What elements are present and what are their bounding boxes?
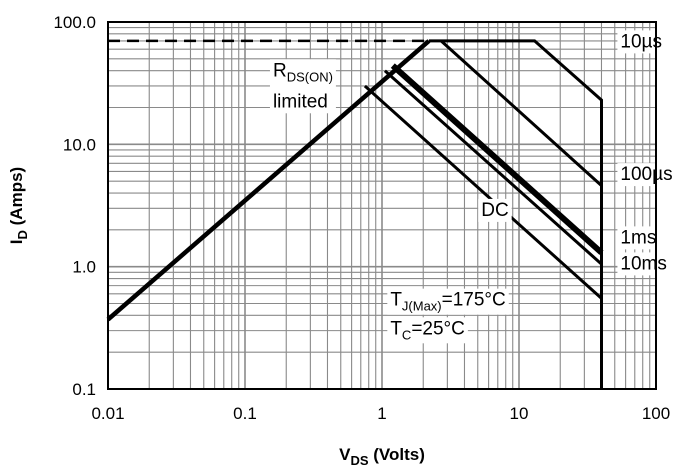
series-lines (106, 39, 604, 389)
series-line-10ms (383, 69, 603, 266)
annotation-subscript: J(Max) (402, 299, 442, 314)
annotation-main: R (273, 60, 287, 81)
annotation-dc: DC (478, 198, 512, 222)
x-tick-label: 1 (377, 404, 386, 423)
annotation-text-dc: DC (481, 200, 508, 221)
label-background (269, 59, 336, 114)
series-line-dc (363, 84, 603, 300)
annotation-text-10ms: 10ms (620, 253, 666, 274)
annotation-text-10us: 10µs (620, 31, 662, 52)
annotation-subscript: DS(ON) (287, 69, 333, 84)
y-axis-title: ID (Amps) (7, 167, 30, 244)
annotation-1ms: 1ms (617, 226, 660, 250)
series-line-1ms (390, 63, 604, 255)
annotation-subscript: C (402, 327, 411, 342)
y-tick-label: 1.0 (72, 258, 96, 277)
annotation-text-rds: RDS(ON) limited (273, 60, 333, 112)
annotation-rds: RDS(ON) limited (269, 59, 336, 114)
annotation-text-100us: 100µs (620, 164, 672, 185)
label-background (387, 288, 509, 315)
annotation-tj: TJ(Max)=175°C (387, 288, 509, 315)
label-background (617, 226, 660, 250)
y-tick-label: 0.1 (72, 380, 96, 399)
annotation-text-tj: TJ(Max)=175°C (390, 290, 505, 314)
y-tick-label: 100.0 (53, 13, 96, 32)
x-tick-label: 100 (642, 404, 670, 423)
label-background (478, 198, 512, 222)
label-background (617, 163, 676, 187)
series-line-100-s (440, 39, 603, 187)
annotation-rest: =175°C (442, 290, 506, 311)
x-tick-label: 10 (510, 404, 529, 423)
annotation-10ms: 10ms (617, 252, 670, 276)
annotation-text-tc: TC=25°C (390, 318, 465, 342)
tick-labels: 0.01 0.1 1 10 100 0.1 1.0 10.0 100.0 (53, 13, 670, 423)
x-tick-label: 0.01 (91, 404, 124, 423)
annotation-line2: limited (273, 91, 328, 112)
series-line-rds-on-limit (106, 39, 431, 322)
y-tick-label: 10.0 (63, 135, 96, 154)
annotation-rest: =25°C (411, 318, 465, 339)
plot-frame (107, 21, 657, 390)
annotation-10us: 10µs (617, 30, 666, 54)
annotation-text-1ms: 1ms (620, 227, 656, 248)
label-background (617, 30, 666, 54)
x-tick-label: 0.1 (233, 404, 257, 423)
annotation-100us: 100µs (617, 163, 676, 187)
annotation-tc: TC=25°C (387, 317, 468, 344)
annotation-main: T (390, 318, 402, 339)
label-background (387, 317, 468, 344)
series-line-10-s (428, 39, 603, 389)
annotation-main: T (390, 290, 402, 311)
x-axis-title: VDS (Volts) (339, 445, 425, 468)
